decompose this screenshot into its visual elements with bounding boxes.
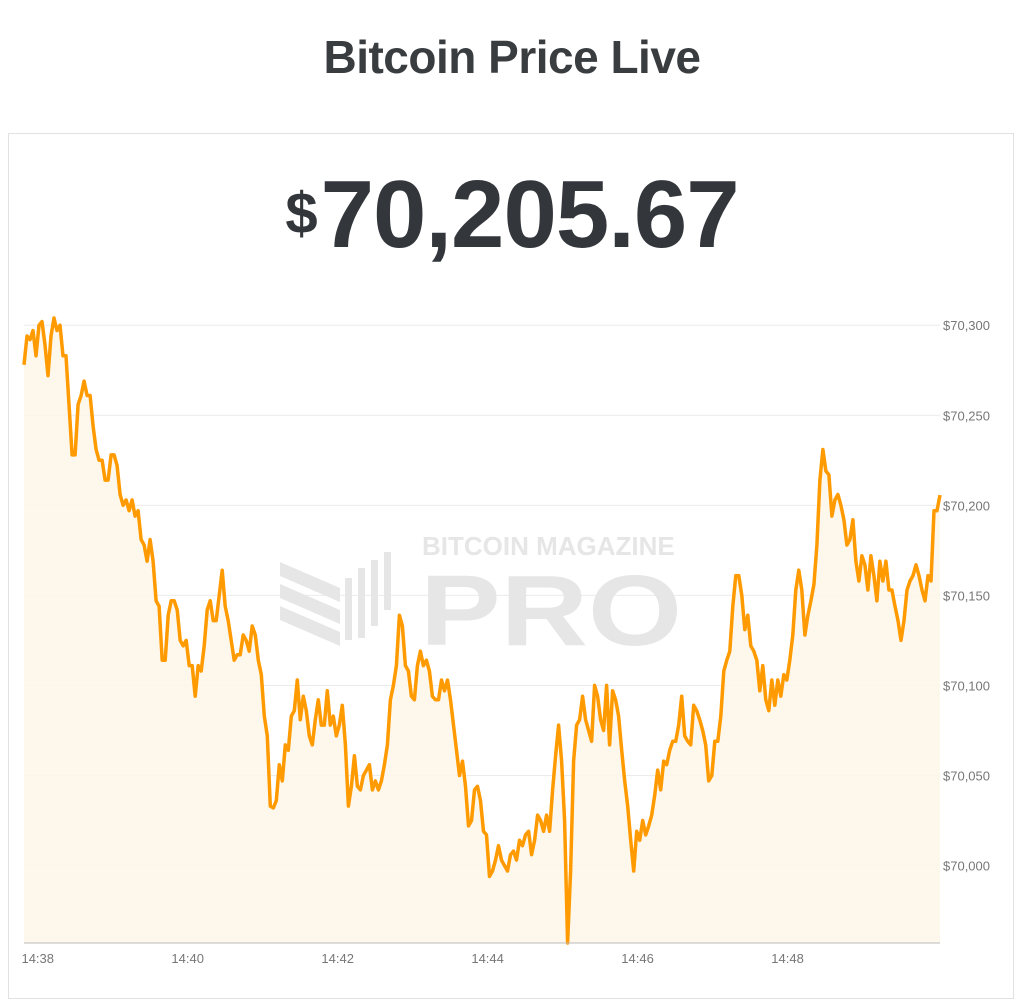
watermark-chevron-icon: [280, 552, 391, 646]
currency-symbol: $: [285, 181, 317, 246]
price-line: [22, 316, 942, 945]
x-tick-label: 14:46: [621, 951, 654, 966]
page-title: Bitcoin Price Live: [323, 31, 701, 83]
y-tick-label: $70,300: [943, 318, 990, 333]
price-value: 70,205.67: [320, 161, 740, 268]
watermark-logo: BITCOIN MAGAZINE PRO: [280, 531, 682, 667]
x-tick-label: 14:40: [171, 951, 204, 966]
y-tick-label: $70,250: [943, 408, 990, 423]
y-tick-label: $70,150: [943, 588, 990, 603]
x-tick-label: 14:48: [771, 951, 804, 966]
current-price: $70,205.67: [0, 160, 1024, 270]
y-tick-label: $70,200: [943, 498, 990, 513]
price-area-fill: [24, 318, 940, 943]
y-tick-label: $70,050: [943, 768, 990, 783]
price-card: [8, 133, 1014, 999]
x-tick-label: 14:42: [321, 951, 354, 966]
x-tick-label: 14:44: [471, 951, 504, 966]
y-tick-label: $70,100: [943, 678, 990, 693]
watermark-line1: BITCOIN MAGAZINE: [422, 531, 675, 561]
y-tick-label: $70,000: [943, 859, 990, 874]
x-tick-label: 14:38: [21, 951, 54, 966]
watermark-line2: PRO: [420, 555, 682, 667]
